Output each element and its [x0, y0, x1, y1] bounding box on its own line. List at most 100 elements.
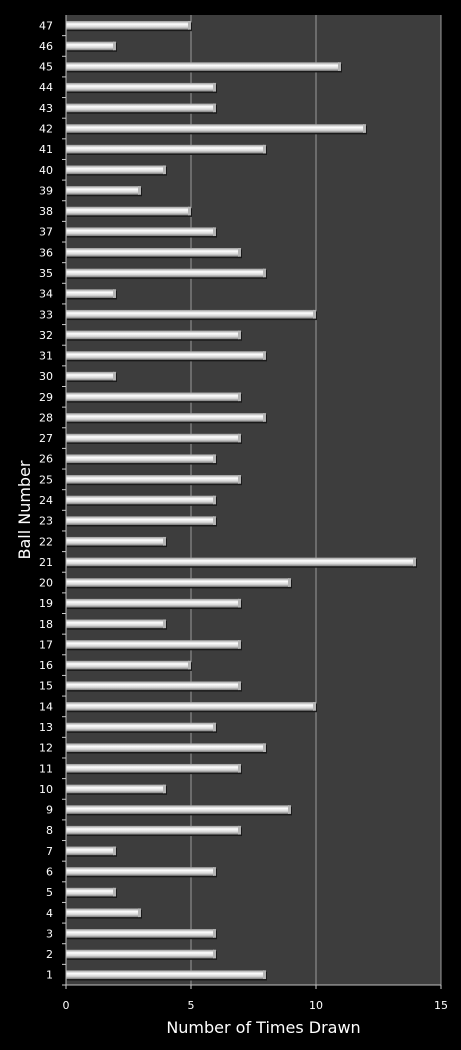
- y-tick-label: 33: [39, 308, 53, 321]
- bar: [66, 165, 167, 176]
- bar: [66, 619, 167, 630]
- y-tick-label: 42: [39, 123, 53, 136]
- bar-body: [66, 124, 364, 133]
- bar-end: [238, 248, 241, 257]
- bar-end: [213, 82, 216, 92]
- bar-body: [66, 536, 164, 546]
- bar-body: [66, 929, 214, 938]
- y-tick-label: 35: [39, 267, 53, 280]
- bar-body: [66, 495, 214, 505]
- bar: [66, 495, 217, 506]
- bar: [66, 227, 217, 238]
- bar-body: [66, 557, 414, 567]
- bar-end: [163, 165, 166, 175]
- bar-body: [66, 722, 214, 732]
- bar-end: [213, 722, 216, 732]
- y-tick-label: 21: [39, 556, 53, 569]
- bar: [66, 103, 217, 114]
- y-tick-label: 41: [39, 143, 53, 156]
- y-tick-labels: 1234567891011121314151617181920212223242…: [39, 19, 66, 986]
- bar: [66, 433, 242, 444]
- bar-body: [66, 227, 214, 237]
- y-tick-label: 15: [39, 680, 53, 693]
- bar-body: [66, 763, 239, 773]
- y-tick-label: 24: [39, 494, 53, 507]
- bar: [66, 949, 217, 960]
- bar: [66, 536, 167, 548]
- bar-end: [163, 784, 166, 794]
- y-tick-label: 16: [39, 659, 53, 672]
- bar-body: [66, 103, 214, 113]
- bar-end: [238, 433, 241, 443]
- bar-end: [338, 62, 341, 71]
- bar: [66, 660, 192, 671]
- bar: [66, 970, 267, 981]
- bar-end: [238, 825, 241, 835]
- bar-body: [66, 867, 214, 876]
- y-tick-label: 47: [39, 19, 53, 32]
- bar: [66, 330, 242, 341]
- bar-body: [66, 743, 264, 752]
- bar-body: [66, 805, 289, 814]
- bar-end: [213, 949, 216, 959]
- y-tick-label: 30: [39, 370, 53, 383]
- y-tick-label: 12: [39, 742, 53, 755]
- bar-body: [66, 908, 139, 918]
- bar-end: [363, 124, 366, 133]
- bar-end: [313, 309, 316, 319]
- bar: [66, 144, 267, 155]
- bar-end: [113, 887, 116, 897]
- bar-end: [113, 289, 116, 298]
- y-tick-label: 31: [39, 350, 53, 363]
- x-tick-label: 10: [309, 999, 323, 1012]
- y-tick-label: 44: [39, 81, 53, 94]
- y-tick-label: 46: [39, 40, 53, 53]
- bar-end: [263, 743, 266, 752]
- y-tick-label: 37: [39, 226, 53, 239]
- x-tick-label: 0: [63, 999, 70, 1012]
- bar-body: [66, 330, 239, 340]
- bar: [66, 908, 142, 919]
- bar: [66, 82, 217, 94]
- y-tick-label: 36: [39, 246, 53, 259]
- y-tick-label: 32: [39, 329, 53, 342]
- bar-body: [66, 41, 114, 51]
- bar: [66, 62, 342, 73]
- y-tick-label: 13: [39, 721, 53, 734]
- bar-end: [263, 144, 266, 154]
- bar-end: [263, 413, 266, 422]
- bar: [66, 454, 217, 465]
- bar-body: [66, 949, 214, 959]
- bar-body: [66, 681, 239, 691]
- bar: [66, 41, 117, 52]
- bar: [66, 578, 292, 589]
- bar-body: [66, 475, 239, 484]
- y-tick-label: 5: [46, 886, 53, 899]
- bar: [66, 186, 142, 197]
- bar-body: [66, 619, 164, 629]
- y-tick-label: 39: [39, 184, 53, 197]
- bar-end: [238, 640, 241, 649]
- bar-body: [66, 206, 189, 216]
- bar-end: [188, 206, 191, 216]
- y-tick-label: 8: [46, 824, 53, 837]
- y-tick-label: 38: [39, 205, 53, 218]
- bar: [66, 784, 167, 795]
- bar-end: [138, 186, 141, 195]
- bar-body: [66, 825, 239, 835]
- bar: [66, 887, 117, 898]
- bar: [66, 289, 117, 300]
- bar-body: [66, 186, 139, 195]
- bar-end: [163, 536, 166, 546]
- x-axis-title: Number of Times Drawn: [166, 1018, 360, 1037]
- bar-body: [66, 970, 264, 980]
- x-tick-label: 15: [434, 999, 448, 1012]
- bar: [66, 516, 217, 527]
- y-tick-label: 18: [39, 618, 53, 631]
- bar-body: [66, 578, 289, 587]
- bar-body: [66, 702, 314, 711]
- bar-end: [213, 103, 216, 113]
- bar-body: [66, 784, 164, 794]
- bar-body: [66, 309, 314, 319]
- bar-body: [66, 62, 339, 71]
